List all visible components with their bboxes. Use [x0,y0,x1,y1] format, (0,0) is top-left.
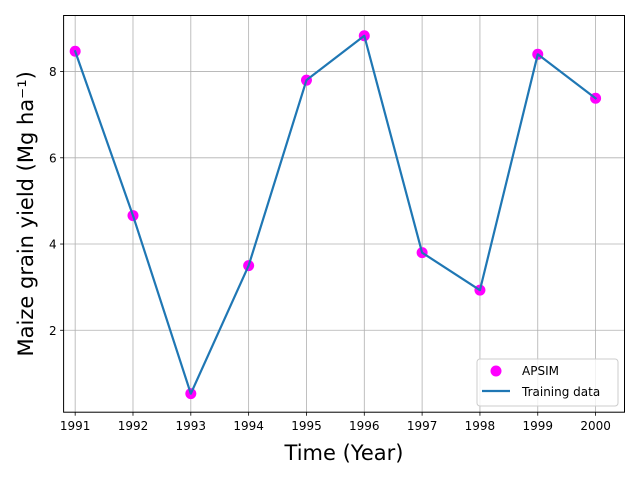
legend-marker-apsim [490,365,502,377]
y-tick-label: 4 [49,238,57,252]
x-tick-label: 1998 [465,419,496,433]
axis-ticks: 1991 1992 1993 1994 1995 1996 1997 1998 1999 2000… [49,65,611,433]
x-tick-label: 1992 [118,419,149,433]
x-tick-label: 1996 [349,419,380,433]
y-axis-label: Maize grain yield (Mg ha⁻¹) [14,71,38,356]
plot-frame [63,15,626,413]
x-tick-label: 2000 [580,419,611,433]
training-data-line [73,34,598,395]
x-tick-label: 1993 [176,419,207,433]
x-tick-label: 1991 [60,419,91,433]
x-tick-label: 1999 [522,419,553,433]
x-tick-label: 1997 [407,419,438,433]
series [69,30,602,400]
grid [63,15,625,413]
y-tick-label: 6 [49,151,57,165]
y-tick-label: 2 [49,324,57,338]
legend-frame [476,358,619,407]
x-tick-label: 1994 [233,419,264,433]
legend-label-apsim: APSIM [522,364,559,378]
y-tick-label: 8 [49,65,57,79]
legend: APSIM Training data [476,358,619,407]
x-axis-label: Time (Year) [284,441,404,465]
legend-label-training-data: Training data [521,385,600,399]
x-tick-label: 1995 [291,419,322,433]
